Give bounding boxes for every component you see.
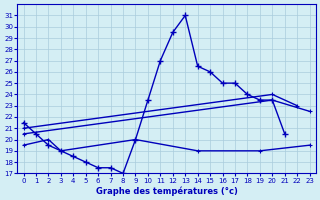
X-axis label: Graphe des températures (°c): Graphe des températures (°c) <box>96 186 237 196</box>
